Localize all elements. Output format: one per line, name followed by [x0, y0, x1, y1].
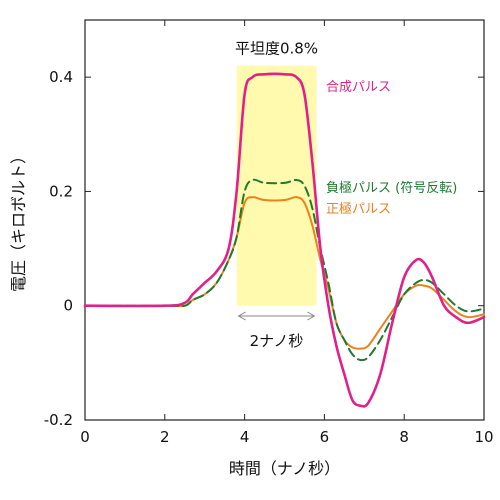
plot-frame	[84, 19, 485, 421]
x-tick-label: 2	[160, 428, 170, 446]
flatness-label: 平坦度0.8%	[235, 40, 318, 58]
x-tick-label: 6	[320, 428, 330, 446]
y-tick-label: 0.2	[49, 182, 73, 200]
span-label: 2ナノ秒	[250, 332, 304, 350]
flatness-highlight-band	[236, 65, 317, 306]
x-tick-label: 0	[80, 428, 90, 446]
series-layer	[83, 72, 486, 408]
y-tick-label: 0.4	[49, 68, 73, 86]
axis-ticks: 0 2 4 6 8 10 -0.2 0 0.2 0.4	[44, 20, 494, 446]
y-tick-label: 0	[63, 297, 73, 315]
legend-label-1: 負極パルス (符号反転)	[326, 180, 457, 196]
series-line-0	[83, 72, 486, 408]
x-tick-label: 8	[399, 428, 409, 446]
y-tick-label: -0.2	[44, 411, 73, 429]
span-annotation: 2ナノ秒	[237, 311, 316, 350]
x-tick-label: 4	[240, 428, 250, 446]
y-axis-title: 電圧（キロボルト）	[9, 148, 28, 292]
legend-label-0: 合成パルス	[326, 80, 391, 95]
legend-label-2: 正極パルス	[326, 201, 391, 217]
span-arrow-head-left	[237, 311, 246, 321]
span-arrow-head-right	[307, 311, 316, 321]
x-tick-label: 10	[474, 428, 493, 446]
x-axis-title: 時間（ナノ秒）	[229, 459, 340, 478]
series-line-1	[84, 178, 485, 362]
